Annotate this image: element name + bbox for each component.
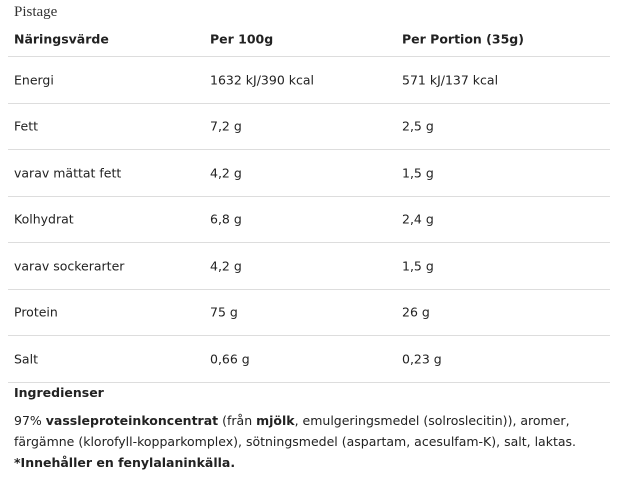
table-cell: Protein bbox=[14, 304, 58, 320]
table-cell: 6,8 g bbox=[210, 211, 242, 227]
table-row: varav mättat fett 4,2 g 1,5 g bbox=[8, 150, 610, 197]
header-cell: Per Portion (35g) bbox=[402, 31, 524, 47]
ingredient-segment: mjölk bbox=[256, 413, 295, 428]
table-cell: varav sockerarter bbox=[14, 258, 125, 274]
table-cell: 26 g bbox=[402, 304, 430, 320]
table-row: Salt 0,66 g 0,23 g bbox=[8, 336, 610, 383]
table-cell: Fett bbox=[14, 118, 38, 134]
header-cell: Per 100g bbox=[210, 31, 274, 47]
table-cell: Energi bbox=[14, 72, 54, 88]
ingredients-heading: Ingredienser bbox=[14, 385, 104, 400]
table-cell: 1,5 g bbox=[402, 165, 434, 181]
table-row: varav sockerarter 4,2 g 1,5 g bbox=[8, 243, 610, 290]
table-cell: Kolhydrat bbox=[14, 211, 74, 227]
table-cell: 571 kJ/137 kcal bbox=[402, 72, 499, 88]
table-row: Kolhydrat 6,8 g 2,4 g bbox=[8, 197, 610, 243]
table-cell: 4,2 g bbox=[210, 165, 242, 181]
table-cell: Salt bbox=[14, 351, 38, 367]
table-cell: 2,5 g bbox=[402, 118, 434, 134]
table-cell: 7,2 g bbox=[210, 118, 242, 134]
ingredient-segment: , emulgeringsmedel (solroslecitin)), aro… bbox=[14, 413, 576, 449]
table-row: Fett 7,2 g 2,5 g bbox=[8, 104, 610, 150]
table-cell: 0,66 g bbox=[210, 351, 250, 367]
table-cell: varav mättat fett bbox=[14, 165, 122, 181]
table-cell: 1632 kJ/390 kcal bbox=[210, 72, 314, 88]
table-cell: 0,23 g bbox=[402, 351, 442, 367]
table-cell: 1,5 g bbox=[402, 258, 434, 274]
ingredient-segment: (från bbox=[218, 413, 257, 428]
ingredient-segment: vassleproteinkoncentrat bbox=[45, 413, 219, 428]
header-cell: Näringsvärde bbox=[14, 31, 109, 47]
header-row: Näringsvärde Per 100g Per Portion (35g) bbox=[8, 22, 610, 57]
product-title: Pistage bbox=[14, 4, 58, 20]
table-row: Protein 75 g 26 g bbox=[8, 290, 610, 336]
ingredient-segment: 97% bbox=[14, 413, 46, 428]
table-cell: 4,2 g bbox=[210, 258, 242, 274]
table-row: Energi 1632 kJ/390 kcal 571 kJ/137 kcal bbox=[8, 57, 610, 104]
ingredients-text: 97% vassleproteinkoncentrat (från mjölk,… bbox=[14, 410, 604, 473]
nutrition-table: Näringsvärde Per 100g Per Portion (35g) Ene… bbox=[8, 22, 610, 383]
table-cell: 2,4 g bbox=[402, 211, 434, 227]
table-cell: 75 g bbox=[210, 304, 238, 320]
ingredient-segment: *Innehåller en fenylalaninkälla. bbox=[14, 455, 236, 470]
